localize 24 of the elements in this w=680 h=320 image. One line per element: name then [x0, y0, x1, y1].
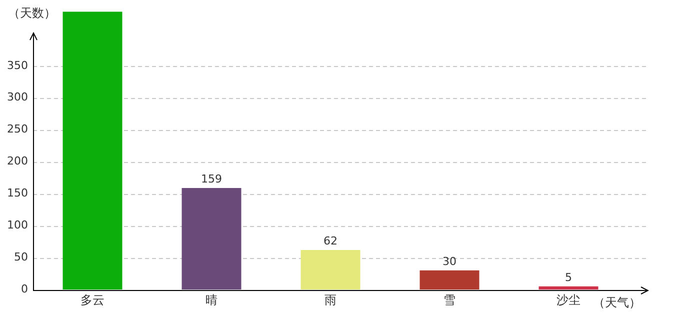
- bar: [62, 12, 122, 290]
- x-tick-label: 晴: [206, 292, 218, 307]
- y-axis-title: （天数）: [8, 6, 56, 20]
- y-tick-label: 350: [7, 58, 28, 72]
- bar: [182, 188, 242, 290]
- x-tick-label: 雨: [324, 292, 336, 307]
- bar: [538, 286, 598, 290]
- x-axis-title: （天气）: [593, 296, 641, 310]
- y-tick-label: 300: [7, 90, 28, 104]
- y-tick-label: 200: [7, 154, 28, 168]
- y-tick-label: 250: [7, 122, 28, 136]
- data-label: 159: [201, 172, 222, 186]
- data-label: 30: [442, 254, 456, 268]
- x-tick-label: 沙尘: [556, 292, 580, 307]
- y-tick-label: 50: [14, 250, 28, 264]
- data-label: 5: [565, 270, 572, 284]
- y-tick-label: 0: [21, 282, 28, 296]
- bar: [420, 270, 480, 290]
- x-tick-label: 雪: [444, 292, 456, 307]
- x-tick-label: 多云: [80, 292, 104, 307]
- y-tick-label: 100: [7, 218, 28, 232]
- data-label: 62: [324, 234, 338, 248]
- y-tick-label: 150: [7, 186, 28, 200]
- bar: [300, 250, 360, 290]
